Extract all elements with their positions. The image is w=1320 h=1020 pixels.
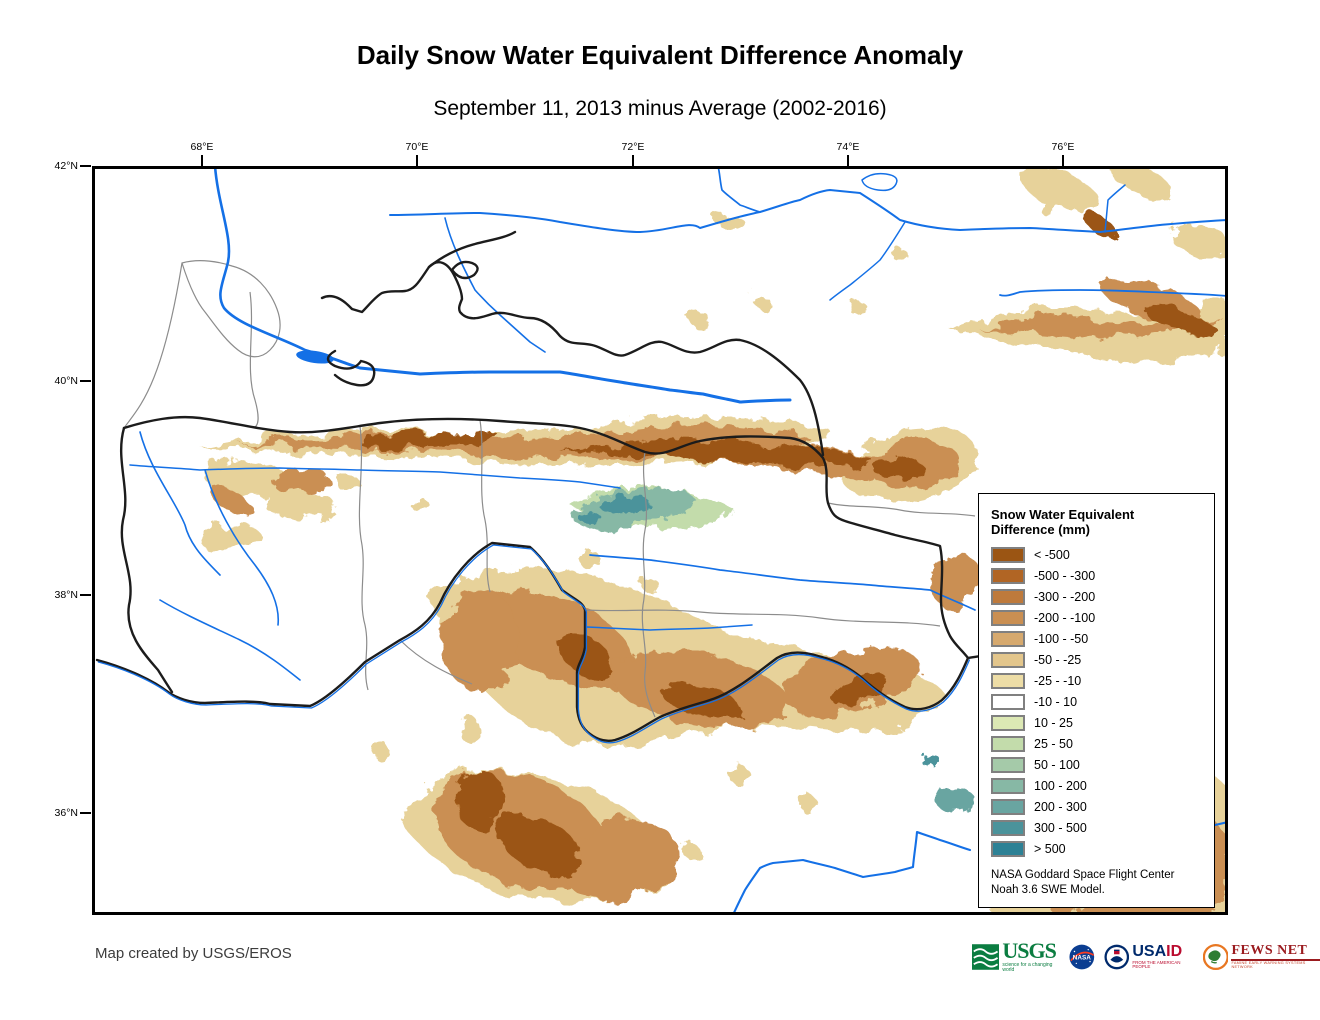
usaid-name: USAID [1132,942,1183,960]
legend-range-label: 300 - 500 [1034,820,1087,835]
legend-row: -25 - -10 [991,670,1214,691]
legend-row: > 500 [991,838,1214,859]
legend-color-swatch [991,714,1025,731]
legend-color-swatch [991,777,1025,794]
legend-row: -300 - -200 [991,586,1214,607]
usgs-tagline: science for a changing world [1002,962,1053,973]
longitude-tick-mark [416,155,418,166]
legend-range-label: 25 - 50 [1034,736,1073,751]
page-title: Daily Snow Water Equivalent Difference A… [356,40,964,70]
legend-row: -500 - -300 [991,565,1214,586]
province-borders [123,260,976,718]
legend-range-label: < -500 [1034,547,1070,562]
legend-range-label: 50 - 100 [1034,757,1080,772]
legend-range-label: -300 - -200 [1034,589,1096,604]
fewsnet-globe-icon [1202,943,1229,970]
legend-color-swatch [991,588,1025,605]
svg-text:NASA: NASA [1073,954,1091,961]
rivers [129,166,1228,915]
longitude-tick-label: 68°E [190,141,214,153]
latitude-tick-mark [80,380,91,382]
legend-title-line1: Snow Water Equivalent [991,507,1135,522]
latitude-tick-label: 36°N [54,807,78,819]
legend-range-label: 100 - 200 [1034,778,1087,793]
latitude-tick-label: 38°N [54,589,78,601]
legend-color-swatch [991,630,1025,647]
legend-title: Snow Water Equivalent Difference (mm) [991,507,1214,537]
legend-row: 25 - 50 [991,733,1214,754]
legend-entries: < -500 -500 - -300 -300 - -200 -200 - -100 -… [991,544,1214,859]
country-borders [95,230,1030,742]
legend-color-swatch [991,840,1025,857]
longitude-tick-label: 70°E [405,141,429,153]
legend-row: 300 - 500 [991,817,1214,838]
longitude-tick-label: 76°E [1051,141,1075,153]
nasa-meatball-icon: NASA [1069,944,1095,969]
latitude-tick-label: 40°N [54,375,78,387]
usgs-name: USGS [1002,938,1056,963]
map-frame [92,166,1228,915]
border-river-overlay [97,544,971,744]
map-credit: Map created by USGS/EROS [95,945,292,962]
fewsnet-tagline: FAMINE EARLY WARNING SYSTEMS NETWORK [1231,960,1306,969]
legend-color-swatch [991,756,1025,773]
latitude-tick-mark [80,812,91,814]
legend-range-label: -50 - -25 [1034,652,1082,667]
legend-color-swatch [991,819,1025,836]
legend-range-label: -500 - -300 [1034,568,1096,583]
legend-row: -100 - -50 [991,628,1214,649]
longitude-tick-label: 74°E [836,141,860,153]
legend-color-swatch [991,735,1025,752]
legend-color-swatch [991,672,1025,689]
latitude-tick-mark [80,594,91,596]
map-legend: Snow Water Equivalent Difference (mm) < … [978,493,1215,908]
usaid-logo: USAID FROM THE AMERICAN PEOPLE [1104,943,1194,971]
legend-range-label: -10 - 10 [1034,694,1078,709]
legend-row: 50 - 100 [991,754,1214,775]
legend-color-swatch [991,798,1025,815]
fewsnet-logo: FEWS NET FAMINE EARLY WARNING SYSTEMS NE… [1202,943,1320,971]
usaid-seal-icon [1104,944,1129,969]
legend-title-line2: Difference (mm) [991,522,1090,537]
agency-logos: USGS science for a changing world NASA U… [972,939,1320,974]
legend-range-label: -25 - -10 [1034,673,1082,688]
longitude-tick-mark [201,155,203,166]
latitude-tick-label: 42°N [54,160,78,172]
legend-range-label: -100 - -50 [1034,631,1089,646]
longitude-tick-mark [847,155,849,166]
legend-source-line2: Noah 3.6 SWE Model. [991,884,1105,896]
legend-row: -50 - -25 [991,649,1214,670]
usgs-logo: USGS science for a changing world [972,940,1060,973]
legend-row: -200 - -100 [991,607,1214,628]
usgs-wave-icon [972,943,1000,970]
legend-source: NASA Goddard Space Flight Center Noah 3.… [991,868,1214,898]
terrain-positive-anomaly [570,486,975,812]
longitude-tick-mark [1062,155,1064,166]
latitude-tick-mark [80,165,91,167]
legend-row: -10 - 10 [991,691,1214,712]
legend-range-label: > 500 [1034,841,1066,856]
legend-range-label: 200 - 300 [1034,799,1087,814]
legend-range-label: -200 - -100 [1034,610,1096,625]
legend-row: 200 - 300 [991,796,1214,817]
legend-color-swatch [991,609,1025,626]
longitude-tick-mark [632,155,634,166]
legend-color-swatch [991,546,1025,563]
legend-row: 10 - 25 [991,712,1214,733]
legend-range-label: 10 - 25 [1034,715,1073,730]
usaid-tagline: FROM THE AMERICAN PEOPLE [1132,959,1181,969]
legend-color-swatch [991,567,1025,584]
legend-row: 100 - 200 [991,775,1214,796]
legend-row: < -500 [991,544,1214,565]
legend-color-swatch [991,693,1025,710]
fewsnet-name: FEWS NET [1231,943,1320,961]
legend-source-line1: NASA Goddard Space Flight Center [991,869,1175,881]
legend-color-swatch [991,651,1025,668]
page-subtitle: September 11, 2013 minus Average (2002-2… [433,97,887,120]
longitude-tick-label: 72°E [621,141,645,153]
